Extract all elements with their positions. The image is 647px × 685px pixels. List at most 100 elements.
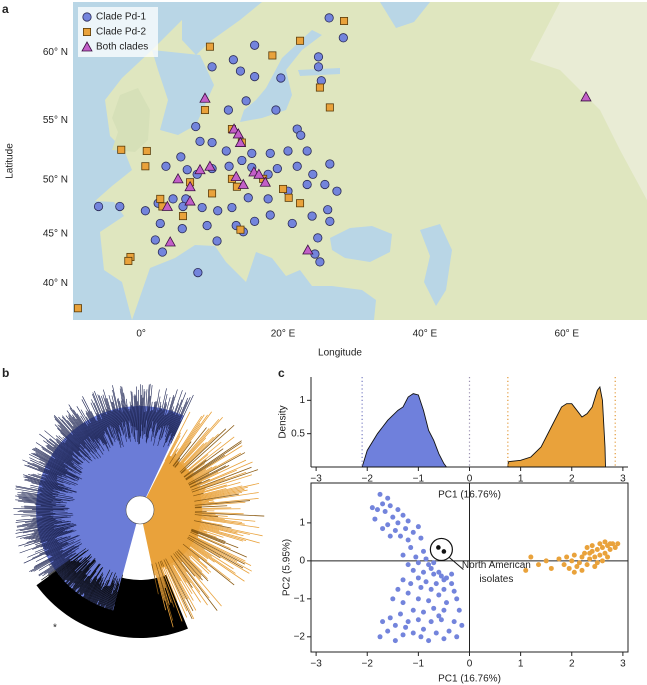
tree-branch [66,575,90,607]
tree-branch [162,559,188,612]
tree-branch [165,558,194,612]
tree-branch [194,514,219,518]
tree-branch [193,488,245,500]
tree-branch [68,415,87,440]
tree-branch [192,526,204,531]
tree-branch [102,394,118,441]
marker-circle [212,236,222,246]
point [449,571,455,577]
point [410,630,416,636]
marker-circle [272,163,282,174]
x-tick-label: 0 [467,659,473,670]
tree-branch [15,522,71,534]
point [431,571,437,577]
tree-branch [164,412,174,438]
tree-branch [184,541,215,563]
tree-branch [185,540,236,574]
tree-branch [81,399,110,452]
tree-branch [190,461,253,489]
y-tick-label: 45° N [43,228,68,239]
tree-branch [158,397,171,439]
tree-branch [106,414,116,440]
marker-square [117,145,126,154]
tree-branch [37,473,64,484]
tree-branch [86,569,111,616]
point [438,617,444,623]
point [564,554,570,560]
tree-branch [24,507,70,510]
marker-circle [243,193,253,203]
tree-branch [81,572,104,608]
tree-branch [194,491,243,502]
tree-branch [190,531,247,558]
point [418,634,424,640]
point [569,558,575,564]
tree-branch [27,535,80,558]
tree-branch [119,400,125,427]
tree-branch [24,505,53,508]
tree-branch [194,518,200,520]
tree-branch [155,562,174,621]
marker-square [296,36,305,45]
tree-branch [27,478,77,493]
tree-branch [91,579,108,615]
tree-branch [60,557,87,580]
tree-branch [23,479,66,491]
marker-circle [195,136,205,146]
point [413,554,419,560]
tree-branch [42,552,77,577]
tree-branch [191,528,226,542]
tree-branch [39,458,80,480]
tree-branch [144,411,147,434]
tree-branch [93,402,113,445]
tree-branch [30,529,66,540]
x-tick-label: 0° [136,329,146,340]
y-tick-label: −2 [294,631,306,642]
tree-branch [168,556,174,566]
x-tick-label: 2 [569,659,575,670]
point [395,586,401,592]
annotation-circle [429,537,453,562]
tree-branch [41,446,83,474]
tree-branch [27,462,58,476]
tree-branch [191,469,259,493]
tree-branch [15,516,71,523]
tree-branch [133,395,137,431]
marker-square [268,51,277,60]
tree-branch [50,550,61,556]
tree-branch [30,545,77,573]
panel-label: c [278,366,285,380]
marker-circle [315,257,325,267]
tree-branch [80,409,100,442]
tree-branch [104,580,119,624]
point [436,613,442,619]
tree-branch [188,534,246,565]
tree-branch [35,536,63,547]
tree-branch [54,418,89,456]
tree-branch [54,424,91,461]
tree-branch [19,539,58,554]
tree-branch [184,542,191,548]
tree-branch [187,452,242,484]
tree-branch [184,541,209,560]
point [420,569,426,575]
tree-branch [133,406,136,428]
tree-branch [165,406,175,433]
sea [330,226,392,262]
tree-branch [26,530,68,543]
tree-branch [42,486,54,490]
tree-branch [111,411,122,445]
x-tick-label: 1 [518,659,524,670]
tree-branch [32,462,68,479]
tree-branch [78,574,104,618]
tree-branch [184,448,224,478]
marker-circle [193,267,203,278]
tree-branch [85,416,99,439]
tree-branch [41,492,58,496]
point [392,622,398,628]
density-area [507,385,606,468]
tree-branch [192,490,205,495]
tree-branch [95,578,115,628]
point [599,558,605,564]
tree-branch [186,538,205,550]
